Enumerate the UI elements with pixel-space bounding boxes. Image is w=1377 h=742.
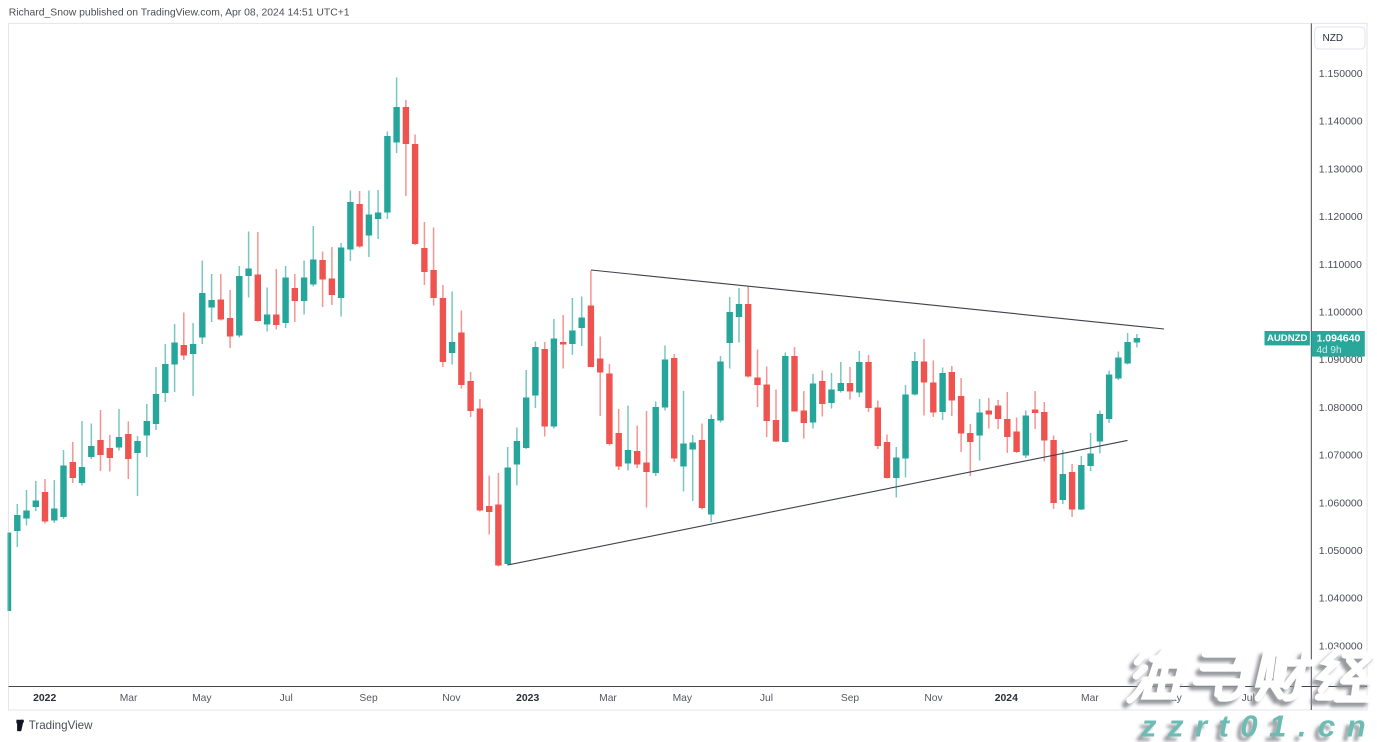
svg-text:Mar: Mar [120,693,138,704]
svg-text:Sep: Sep [841,693,860,704]
svg-text:Mar: Mar [1081,693,1099,704]
svg-text:1.130000: 1.130000 [1319,163,1363,175]
svg-text:1.150000: 1.150000 [1319,68,1363,80]
svg-text:2024: 2024 [995,693,1018,704]
svg-text:Jul: Jul [280,693,293,704]
svg-text:4d 9h: 4d 9h [1317,345,1342,356]
svg-text:Mar: Mar [599,693,617,704]
svg-text:2022: 2022 [33,693,56,704]
svg-text:Jul: Jul [760,693,773,704]
svg-text:1.070000: 1.070000 [1319,450,1363,462]
svg-text:1.060000: 1.060000 [1319,497,1363,509]
svg-text:TradingView: TradingView [29,719,93,732]
svg-text:Nov: Nov [924,693,943,704]
svg-text:Jul: Jul [1242,693,1255,704]
svg-text:1.094640: 1.094640 [1317,332,1361,344]
svg-text:Sep: Sep [359,693,378,704]
svg-text:Nov: Nov [442,693,461,704]
svg-text:AUDNZD: AUDNZD [1267,333,1308,344]
svg-text:1.050000: 1.050000 [1319,545,1363,557]
svg-text:1.100000: 1.100000 [1319,307,1363,319]
svg-text:zzrt01.cn: zzrt01.cn [1140,709,1377,742]
svg-text:2023: 2023 [516,693,539,704]
svg-text:1.090000: 1.090000 [1319,354,1363,366]
svg-text:May: May [673,693,693,704]
svg-text:1.120000: 1.120000 [1319,211,1363,223]
svg-text:1.080000: 1.080000 [1319,402,1363,414]
svg-text:1.030000: 1.030000 [1319,640,1363,652]
svg-text:Richard_Snow published on Trad: Richard_Snow published on TradingView.co… [9,7,350,18]
svg-text:NZD: NZD [1323,33,1344,44]
svg-text:1.140000: 1.140000 [1319,116,1363,128]
svg-text:May: May [192,693,212,704]
svg-text:1.040000: 1.040000 [1319,593,1363,605]
svg-text:1.110000: 1.110000 [1319,259,1362,271]
